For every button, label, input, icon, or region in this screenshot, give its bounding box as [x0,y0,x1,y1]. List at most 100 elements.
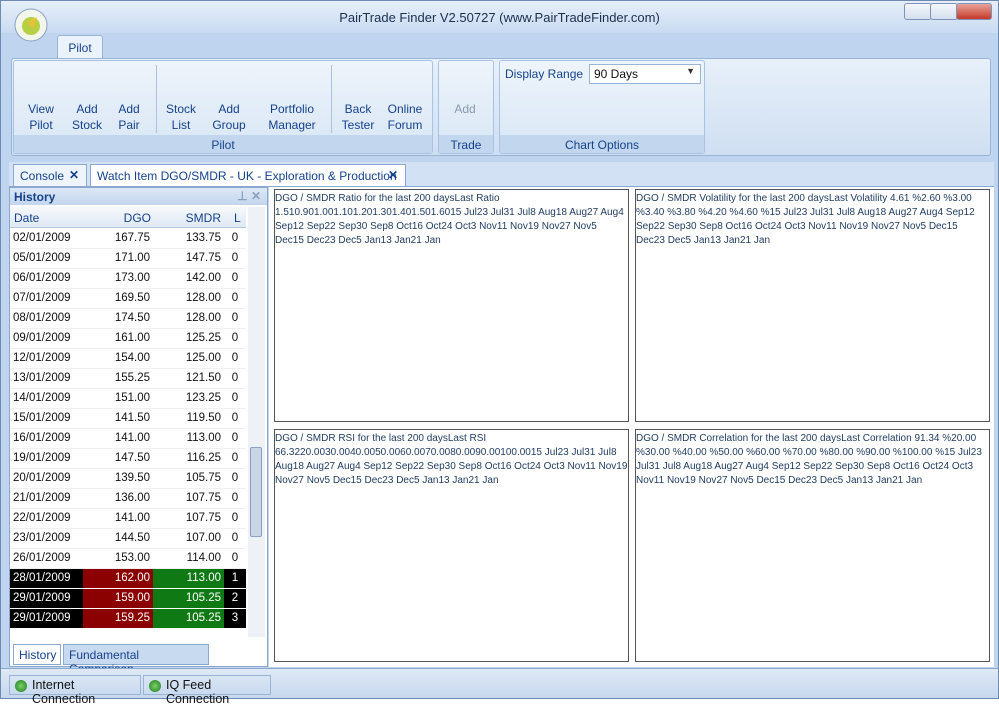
x-tick-label: 24 Oct [770,221,801,232]
history-cell: 125.00 [153,348,224,369]
x-tick-label: 8 Oct [717,221,742,232]
button-label[interactable]: Add [118,102,140,116]
history-cell: 116.25 [153,448,224,469]
history-cell: 15/01/2009 [10,408,83,429]
column-label[interactable]: Date [14,211,40,225]
history-cell: 139.50 [83,468,153,489]
column-label[interactable]: DGO [123,211,151,225]
history-row[interactable]: 02/01/2009 167.75 133.75 0 [10,228,246,249]
history-cell: 105.25 [153,588,224,609]
x-tick-label: 24 Oct [938,461,968,472]
button-label[interactable]: Forum [387,118,423,132]
button-label[interactable]: Tester [341,118,375,132]
display-range-combo[interactable]: 90 Days ▼ [589,64,701,84]
column-label[interactable]: L [234,211,241,225]
history-row[interactable]: 07/01/2009 169.50 128.00 0 [10,288,246,309]
history-row[interactable]: 08/01/2009 174.50 128.00 0 [10,308,246,329]
chart-title: DGO / SMDR Volatility for the last 200 d… [636,193,829,204]
button-label[interactable]: Pair [118,118,140,132]
y-tick-label: 3.40 % [644,207,677,218]
y-tick-label: 30.00 [325,447,351,458]
button-label[interactable]: Stock [71,118,102,132]
history-row[interactable]: 14/01/2009 151.00 123.25 0 [10,388,246,409]
x-tick-label: 11 Nov [585,461,617,472]
history-row[interactable]: 13/01/2009 155.25 121.50 0 [10,368,246,389]
y-tick-label: 90.00 % [865,447,902,458]
ribbon-tab[interactable]: Pilot [57,35,103,59]
x-tick-label: 15 Dec [636,221,958,246]
column-label[interactable]: SMDR [185,211,221,225]
history-row[interactable]: 21/01/2009 136.00 107.75 0 [10,488,246,509]
history-cell: 3 [224,608,246,629]
button-label[interactable]: Add [76,102,98,116]
x-tick-label: 5 Dec [748,475,775,486]
button-label[interactable]: List [171,118,191,132]
document-tab[interactable]: Watch Item DGO/SMDR - UK - Exploration &… [90,164,406,186]
x-tick-label: 5 Jan [356,235,381,246]
history-cell: 0 [224,368,246,389]
history-cell: 128.00 [153,288,224,309]
history-row[interactable]: 05/01/2009 171.00 147.75 0 [10,248,246,269]
bottom-tab[interactable]: History [13,644,61,665]
button-label[interactable]: Back [344,102,372,116]
history-row[interactable]: 26/01/2009 153.00 114.00 0 [10,548,246,569]
history-row[interactable]: 29/01/2009 159.25 105.25 3 [10,608,246,629]
history-row[interactable]: 22/01/2009 141.00 107.75 0 [10,508,246,529]
history-cell: 0 [224,308,246,329]
x-tick-label: 23 Jul [636,447,982,472]
button-label[interactable]: Group [212,118,246,132]
chart: DGO / SMDR Volatility for the last 200 d… [636,190,989,246]
history-row[interactable]: 23/01/2009 144.50 107.00 0 [10,528,246,549]
document-tab[interactable]: Console ✕ [13,164,87,186]
history-table: 02/01/2009 167.75 133.75 0 05/01/2009 171.00 1… [10,228,246,629]
history-row[interactable]: 29/01/2009 159.00 105.25 2 [10,588,246,609]
y-tick-label: 80.00 % [828,447,866,458]
history-row[interactable]: 12/01/2009 154.00 125.00 0 [10,348,246,369]
x-tick-label: 16 Oct [741,221,771,232]
minimize-button[interactable] [904,3,932,20]
scroll-thumb[interactable] [250,447,262,537]
history-cell: 136.00 [83,488,153,509]
history-cell: 147.50 [83,448,153,469]
history-row[interactable]: 15/01/2009 141.50 119.50 0 [10,408,246,429]
x-tick-label: 21 Jan [468,475,499,486]
x-tick-label: 8 Aug [530,207,556,218]
history-cell: 13/01/2009 [10,368,83,389]
panel-buttons[interactable]: ⊥ ✕ [237,189,261,203]
y-tick-label: 1.60 [430,207,451,218]
x-tick-label: 5 Dec [324,475,351,486]
button-label[interactable]: Manager [268,118,316,132]
button-label[interactable]: Pilot [29,118,53,132]
x-tick-label: 23 Dec [805,475,838,486]
x-tick-label: 15 Jul [450,207,477,218]
button-label[interactable]: Stock [165,102,196,116]
x-tick-label: 15 Jul [530,447,558,458]
history-cell: 23/01/2009 [10,528,83,549]
tab-close[interactable]: ✕ [68,168,79,182]
button-label[interactable]: Add [454,102,476,116]
bottom-tab[interactable]: Fundamental Comparison [63,644,209,676]
button-label[interactable]: View [28,102,54,116]
button-label[interactable]: Add [218,102,240,116]
history-row[interactable]: 20/01/2009 139.50 105.75 0 [10,468,246,489]
history-row[interactable]: 28/01/2009 162.00 113.00 1 [10,568,246,589]
chart-title: DGO / SMDR Correlation for the last 200 … [636,433,842,444]
maximize-button[interactable] [930,3,958,20]
chart-title: DGO / SMDR RSI for the last 200 days [275,433,448,444]
history-row[interactable]: 19/01/2009 147.50 116.25 0 [10,448,246,469]
panel-header: History ⊥ ✕ [10,188,267,205]
history-row[interactable]: 06/01/2009 173.00 142.00 0 [10,268,246,289]
history-cell: 0 [224,288,246,309]
window-title: PairTrade Finder V2.50727 (www.PairTrade… [339,10,660,25]
history-row[interactable]: 09/01/2009 161.00 125.25 0 [10,328,246,349]
chart-panel: DGO / SMDR Volatility for the last 200 d… [635,189,990,422]
chart-annotation: Last Correlation 91.34 % [841,433,952,444]
scrollbar[interactable] [248,207,265,637]
history-row[interactable]: 16/01/2009 141.00 113.00 0 [10,428,246,449]
history-cell: 147.75 [153,248,224,269]
button-label[interactable]: Portfolio [269,102,315,116]
x-tick-label: 13 Jan [380,235,411,246]
close-button[interactable] [956,3,992,20]
tab-close[interactable]: ✕ [387,168,398,182]
button-label[interactable]: Online [387,102,423,116]
